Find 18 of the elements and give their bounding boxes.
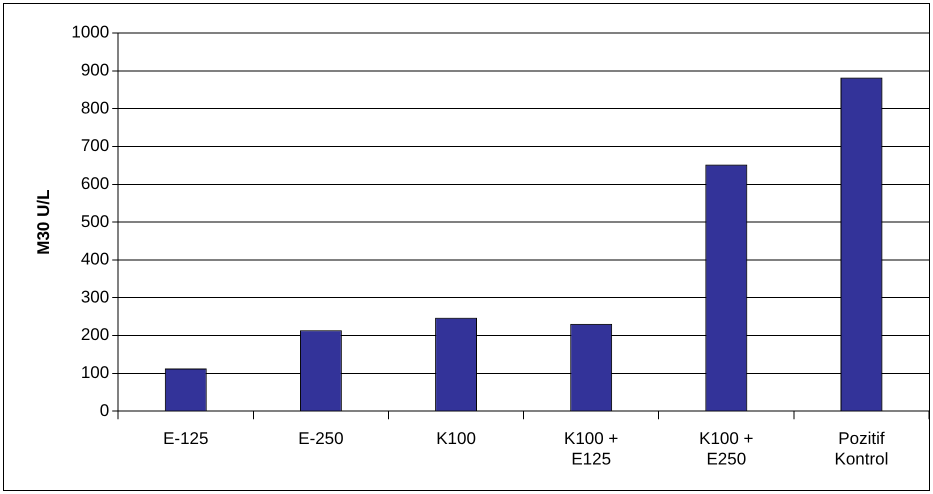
- x-tick-label: K100 + E250: [699, 429, 754, 468]
- y-tick-label: 1000: [71, 22, 110, 42]
- y-tick-label: 500: [80, 212, 110, 231]
- y-tick-label: 100: [80, 363, 110, 382]
- x-tick-label: E-125: [163, 429, 208, 448]
- x-tick-label: K100 + E125: [564, 429, 618, 468]
- x-tick-label: K100: [436, 429, 476, 448]
- y-tick-label: 200: [80, 325, 110, 344]
- y-tick-label: 800: [80, 98, 110, 118]
- x-tick-label: E-250: [298, 429, 344, 448]
- y-tick-label: 0: [100, 400, 110, 420]
- y-tick-label: 600: [80, 174, 110, 193]
- y-tick-label: 400: [80, 250, 110, 269]
- y-tick-label: 900: [80, 60, 110, 80]
- y-tick-label: 300: [80, 287, 110, 306]
- y-axis-title: M30 U/L: [34, 190, 53, 255]
- y-tick-label: 700: [80, 136, 110, 156]
- x-tick-label: Pozitif Kontrol: [834, 429, 888, 468]
